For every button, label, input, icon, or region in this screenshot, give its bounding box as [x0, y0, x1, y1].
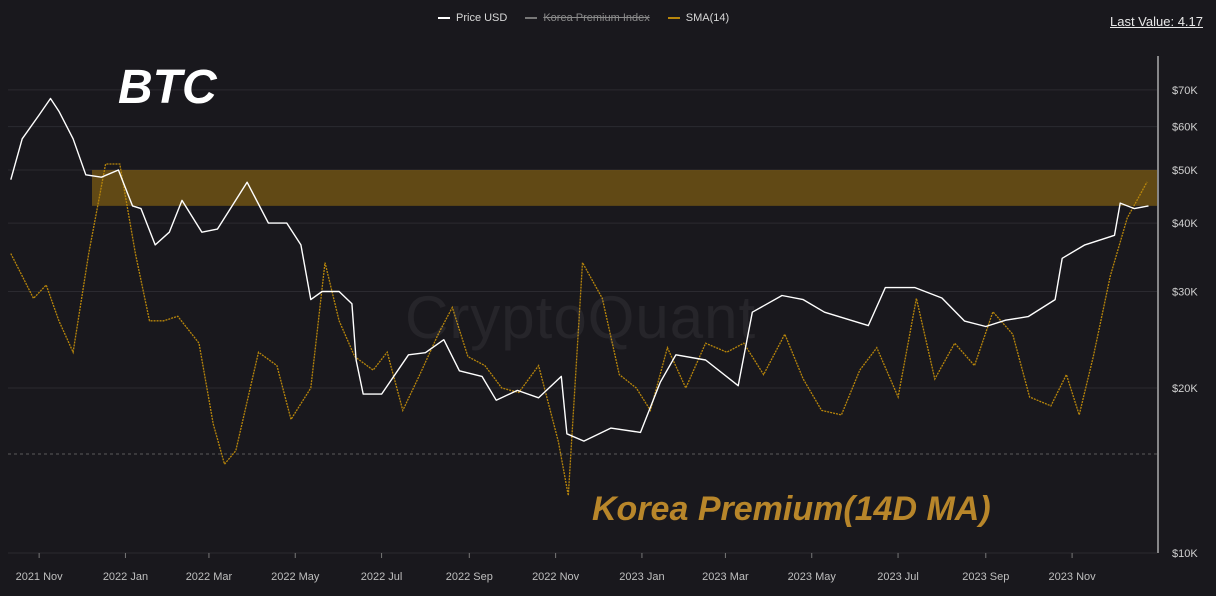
- y-tick-label: $10K: [1172, 548, 1198, 560]
- x-tick-label: 2022 Sep: [446, 571, 493, 583]
- legend: Price USD Korea Premium Index SMA(14): [438, 12, 729, 24]
- last-value-link[interactable]: Last Value: 4.17: [1110, 14, 1203, 29]
- price-line: [10, 97, 1149, 442]
- x-tick-label: 2023 Nov: [1049, 571, 1097, 583]
- x-tick-label: 2023 May: [788, 571, 837, 583]
- legend-sma-swatch: [667, 17, 680, 19]
- legend-sma[interactable]: SMA(14): [667, 12, 730, 24]
- y-tick-label: $60K: [1172, 122, 1198, 134]
- sma-line: [10, 163, 1148, 496]
- x-tick-label: 2023 Mar: [702, 571, 749, 583]
- legend-price-swatch: [438, 17, 450, 19]
- legend-korea-label: Korea Premium Index: [543, 12, 650, 24]
- x-tick-label: 2022 Mar: [186, 571, 233, 583]
- y-tick-label: $30K: [1172, 287, 1198, 299]
- legend-sma-label: SMA(14): [685, 12, 730, 24]
- legend-price-usd[interactable]: Price USD: [438, 12, 507, 24]
- x-tick-label: 2022 Jan: [103, 571, 148, 583]
- chart-title: BTC: [118, 61, 217, 114]
- x-tick-label: 2023 Sep: [962, 571, 1009, 583]
- y-tick-label: $70K: [1172, 85, 1198, 97]
- x-tick-label: 2022 Jul: [361, 571, 403, 583]
- watermark: CryptoQuant: [405, 284, 757, 351]
- x-tick-label: 2023 Jan: [619, 571, 664, 583]
- x-tick-label: 2022 Nov: [532, 571, 580, 583]
- legend-korea-swatch: [525, 17, 538, 19]
- x-tick-label: 2022 May: [271, 571, 320, 583]
- x-tick-label: 2021 Nov: [16, 571, 64, 583]
- x-tick-label: 2023 Jul: [877, 571, 919, 583]
- highlight-band: [92, 169, 1157, 206]
- y-tick-label: $20K: [1172, 383, 1198, 395]
- legend-korea-premium[interactable]: Korea Premium Index: [525, 12, 650, 24]
- korea-premium-annotation: Korea Premium(14D MA): [592, 490, 991, 528]
- y-tick-label: $50K: [1172, 165, 1198, 177]
- legend-price-label: Price USD: [456, 12, 508, 24]
- y-tick-label: $40K: [1172, 218, 1198, 230]
